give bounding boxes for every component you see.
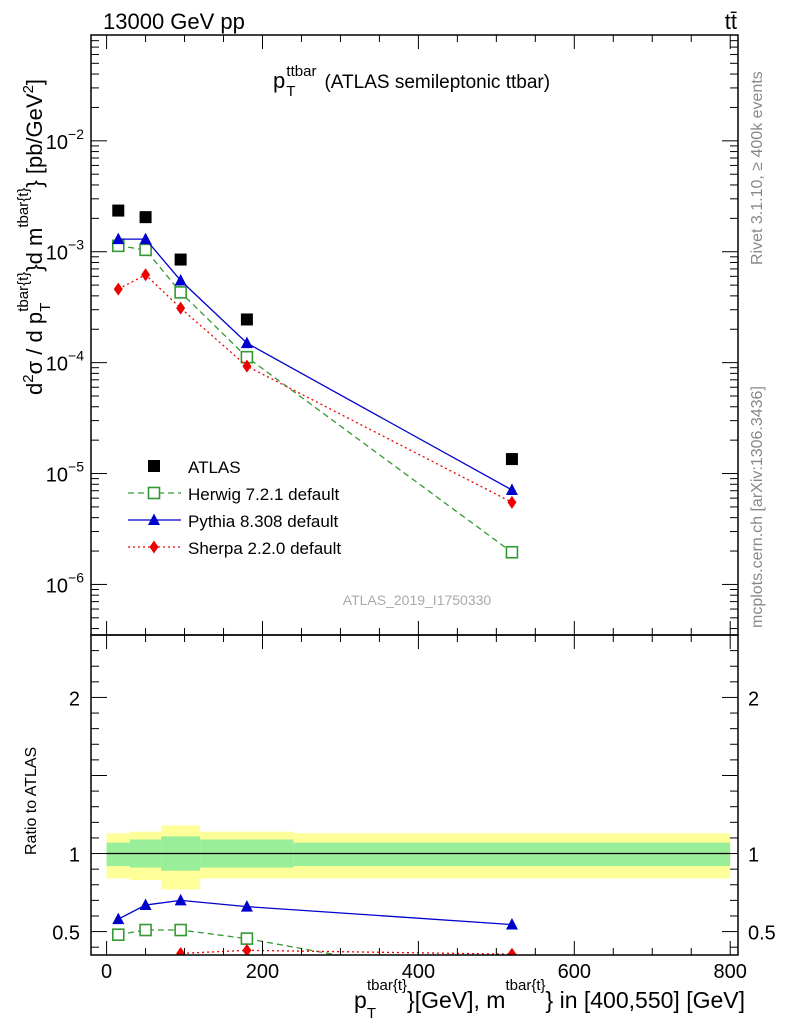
sherpa-point <box>176 301 186 315</box>
herwig-ratio-line <box>118 929 341 955</box>
herwig-ratio-point <box>111 928 125 942</box>
title-subscript: T <box>286 83 295 100</box>
pythia-line <box>118 238 513 491</box>
sherpa-ratio-point <box>141 956 150 969</box>
pythia-ratio-point <box>240 900 253 912</box>
main-y-tick-label: 10−5 <box>46 459 84 487</box>
atlas-point <box>240 313 253 326</box>
ratio-plot-series <box>111 893 518 986</box>
sherpa-point <box>113 282 123 296</box>
ratio-y-tick-label-left: 2 <box>69 688 80 710</box>
ratio-y-tick-label-right: 1 <box>748 845 759 867</box>
main-y-tick-label: 10−6 <box>46 569 84 597</box>
ratio-y-tick-label-left: 1 <box>69 845 80 867</box>
sherpa-point <box>507 495 517 509</box>
axis-ticks <box>91 34 738 955</box>
sherpa-ratio-point <box>507 947 517 955</box>
ratio-y-tick-label-right: 2 <box>748 688 759 710</box>
legend-marker-atlas <box>148 460 160 472</box>
main-y-tick-label: 10−3 <box>46 237 84 265</box>
atlas-point <box>505 453 518 466</box>
sherpa-ratio-point <box>114 973 123 986</box>
main-title: pTttbar (ATLAS semileptonic ttbar) <box>273 63 550 100</box>
main-plot-series <box>111 204 519 559</box>
legend-marker-sherpa <box>149 540 159 554</box>
pythia-point <box>174 274 187 286</box>
pythia-point <box>240 336 253 349</box>
legend-label-pythia: Pythia 8.308 default <box>188 512 339 531</box>
pythia-point <box>505 483 518 496</box>
main-y-tick-label: 10−2 <box>46 126 84 154</box>
legend-label-sherpa: Sherpa 2.2.0 default <box>188 539 341 558</box>
x-tick-label: 400 <box>402 961 435 983</box>
ratio-band-inner-4 <box>293 842 731 867</box>
x-tick-label: 0 <box>101 961 112 983</box>
herwig-point <box>174 286 187 299</box>
pythia-ratio-point <box>112 912 125 925</box>
ratio-band-inner-0 <box>106 842 130 867</box>
sherpa-point <box>242 359 252 373</box>
atlas-point <box>112 204 125 217</box>
sherpa-ratio-point <box>242 943 252 955</box>
x-tick-label: 800 <box>714 961 747 983</box>
sherpa-line <box>117 273 513 503</box>
legend: ATLAS Herwig 7.2.1 default Pythia 8.308 de… <box>128 458 341 558</box>
mcplots-label: mcplots.cern.ch [arXiv:1306.3436] <box>749 386 766 628</box>
atlas-point <box>174 253 187 266</box>
atlas-point <box>139 211 152 224</box>
ylabel-d: d <box>22 383 47 395</box>
pythia-ratio-point <box>174 893 187 906</box>
herwig-point <box>139 243 152 257</box>
process-label: tt̄ <box>725 9 737 34</box>
sherpa-ratio-point <box>176 946 186 955</box>
ratio-uncertainty-bands <box>106 825 731 890</box>
rivet-version-label: Rivet 3.1.10, ≥ 400k events <box>749 71 766 265</box>
ratio-y-axis-label: Ratio to ATLAS <box>23 747 40 855</box>
main-y-axis-label: d2σ / d pTtbar{t}}d mtbar{t}} [pb/GeV2] <box>15 79 54 395</box>
pythia-ratio-point <box>505 918 518 930</box>
pythia-point <box>139 232 152 245</box>
pythia-ratio-point <box>139 898 152 911</box>
analysis-watermark: ATLAS_2019_I1750330 <box>343 592 492 608</box>
herwig-ratio-point <box>174 923 187 937</box>
herwig-point <box>505 545 519 559</box>
herwig-ratio-point <box>139 923 152 937</box>
ratio-y-tick-label-right: 0.5 <box>748 923 776 945</box>
pythia-point <box>112 232 125 245</box>
x-tick-label: 200 <box>246 961 279 983</box>
x-axis-label: pTtbar{t}}[GeV], mtbar{t}} in [400,550] … <box>354 977 745 1022</box>
x-tick-label: 600 <box>558 961 591 983</box>
herwig-ratio-point <box>240 932 254 945</box>
sherpa-point <box>141 268 151 282</box>
axis-tick-labels: 10−6 10−5 10−4 10−3 10−2 0.5 0.5 1 1 2 2 0 200 400 600… <box>46 126 776 983</box>
legend-label-herwig: Herwig 7.2.1 default <box>188 485 339 504</box>
title-p: p <box>273 68 285 93</box>
energy-label: 13000 GeV pp <box>103 9 245 34</box>
legend-marker-herwig <box>147 486 161 500</box>
title-rest: (ATLAS semileptonic ttbar) <box>324 72 550 93</box>
legend-marker-pythia <box>148 513 160 525</box>
ratio-plot-frame <box>90 634 739 956</box>
main-y-tick-label: 10−4 <box>46 348 84 376</box>
title-superscript: ttbar <box>286 63 316 80</box>
ratio-y-tick-label-left: 0.5 <box>52 923 80 945</box>
legend-label-atlas: ATLAS <box>188 458 241 477</box>
